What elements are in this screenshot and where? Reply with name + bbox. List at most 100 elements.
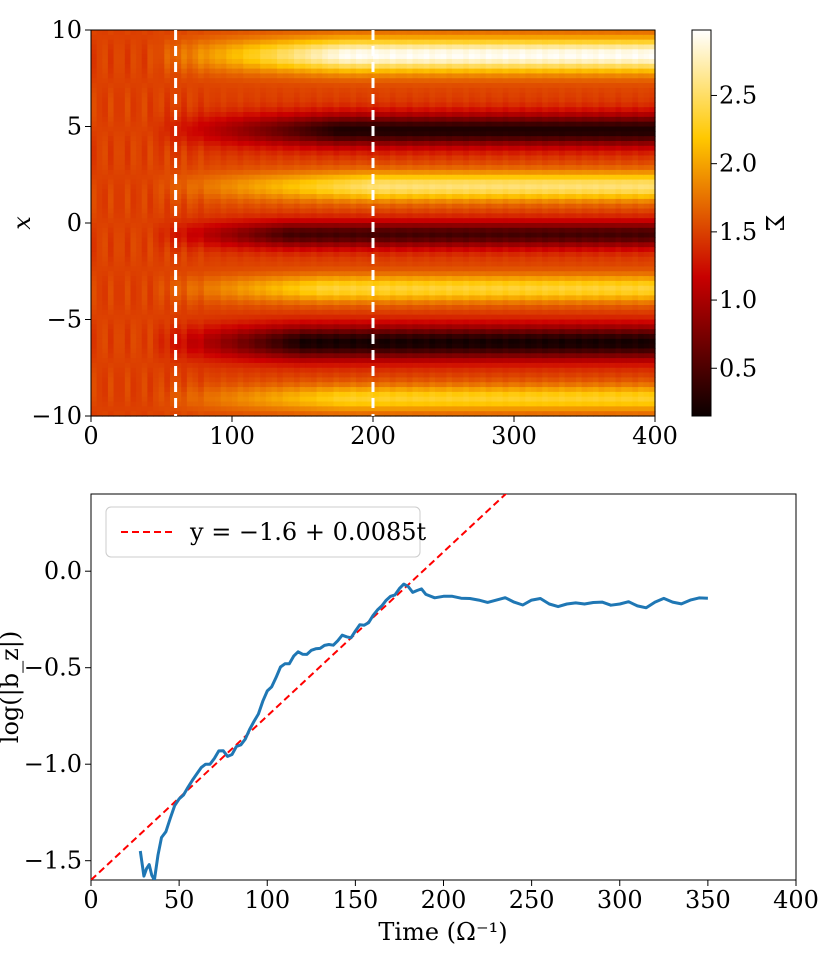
heatmap-cell — [198, 198, 205, 205]
heatmap-cell — [158, 372, 165, 378]
heatmap-cell — [440, 140, 447, 147]
heatmap-cell — [429, 377, 436, 383]
heatmap-cell — [384, 112, 391, 118]
heatmap-cell — [102, 44, 109, 50]
heatmap-cell — [395, 131, 402, 137]
heatmap-cell — [169, 280, 177, 287]
heatmap-cell — [423, 285, 430, 292]
heatmap-cell — [401, 333, 408, 340]
heatmap-cell — [136, 309, 143, 316]
heatmap-cell — [350, 189, 357, 195]
heatmap-cell — [209, 353, 216, 359]
heatmap-cell — [277, 58, 284, 65]
heatmap-cell — [277, 411, 284, 417]
heatmap-cell — [248, 251, 256, 258]
heatmap-cell — [96, 39, 103, 46]
heatmap-cell — [141, 116, 148, 123]
heatmap-cell — [147, 242, 154, 248]
heatmap-cell — [181, 372, 188, 378]
heatmap-cell — [220, 242, 227, 248]
heatmap-cell — [226, 184, 233, 190]
heatmap-cell — [412, 237, 419, 243]
heatmap-cell — [243, 362, 250, 369]
heatmap-cell — [350, 362, 357, 369]
heatmap-cell — [158, 319, 165, 325]
heatmap-cell — [356, 358, 363, 364]
heatmap-cell — [373, 227, 380, 234]
heatmap-cell — [344, 387, 352, 393]
heatmap-cell — [310, 58, 318, 65]
heatmap-cell — [209, 333, 216, 340]
heatmap-cell — [440, 34, 447, 41]
heatmap-cell — [344, 256, 352, 263]
heatmap-cell — [389, 256, 397, 263]
heatmap-cell — [215, 155, 222, 161]
heatmap-cell — [215, 387, 222, 393]
heatmap-cell — [119, 73, 126, 79]
heatmap-cell — [254, 83, 261, 89]
heatmap-cell — [186, 358, 194, 364]
heatmap-cell — [367, 203, 374, 210]
heatmap-cell — [389, 290, 397, 296]
heatmap-cell — [130, 39, 137, 46]
heatmap-cell — [356, 174, 363, 181]
heatmap-cell — [237, 160, 244, 166]
heatmap-cell — [418, 131, 425, 137]
heatmap-cell — [322, 58, 329, 65]
heatmap-cell — [322, 333, 329, 340]
heatmap-cell — [220, 406, 227, 412]
heatmap-cell — [294, 150, 301, 157]
heatmap-cell — [378, 189, 385, 195]
heatmap-cell — [147, 227, 154, 234]
heatmap-cell — [401, 232, 408, 239]
heatmap-cell — [186, 232, 194, 239]
heatmap-cell — [389, 358, 397, 364]
heatmap-cell — [322, 232, 329, 239]
heatmap-cell — [209, 319, 216, 325]
heatmap-cell — [181, 256, 188, 263]
heatmap-cell — [406, 377, 414, 383]
heatmap-cell — [282, 169, 289, 176]
heatmap-cell — [378, 382, 385, 388]
heatmap-cell — [384, 184, 391, 190]
heatmap-cell — [361, 372, 368, 378]
heatmap-cell — [316, 329, 323, 335]
heatmap-cell — [186, 198, 194, 205]
heatmap-cell — [158, 68, 165, 75]
heatmap-cell — [119, 358, 126, 364]
heatmap-cell — [254, 92, 261, 99]
heatmap-cell — [96, 295, 103, 301]
heatmap-cell — [141, 266, 148, 272]
heatmap-cell — [344, 343, 352, 350]
heatmap-cell — [260, 295, 267, 301]
heatmap-cell — [232, 184, 239, 190]
heatmap-cell — [288, 295, 295, 301]
heatmap-cell — [282, 271, 289, 277]
heatmap-cell — [339, 54, 346, 60]
heatmap-cell — [322, 208, 329, 214]
heatmap-cell — [277, 353, 284, 359]
heatmap-cell — [316, 160, 323, 166]
heatmap-cell — [136, 256, 143, 263]
heatmap-cell — [107, 396, 115, 403]
heatmap-cell — [136, 39, 143, 46]
heatmap-cell — [310, 116, 318, 123]
heatmap-cell — [277, 208, 284, 214]
heatmap-cell — [435, 242, 442, 248]
heatmap-cell — [406, 411, 414, 417]
heatmap-cell — [91, 97, 98, 103]
heatmap-cell — [395, 391, 402, 398]
heatmap-cell — [175, 194, 182, 200]
heatmap-cell — [260, 189, 267, 195]
heatmap-cell — [209, 140, 216, 147]
heatmap-cell — [164, 155, 171, 161]
heatmap-cell — [305, 329, 312, 335]
heatmap-cell — [367, 242, 374, 248]
heatmap-cell — [361, 305, 368, 311]
heatmap-cell — [226, 203, 233, 210]
heatmap-cell — [158, 131, 165, 137]
heatmap-cell — [401, 223, 408, 229]
heatmap-cell — [418, 280, 425, 287]
heatmap-cell — [130, 362, 137, 369]
heatmap-cell — [282, 49, 289, 55]
